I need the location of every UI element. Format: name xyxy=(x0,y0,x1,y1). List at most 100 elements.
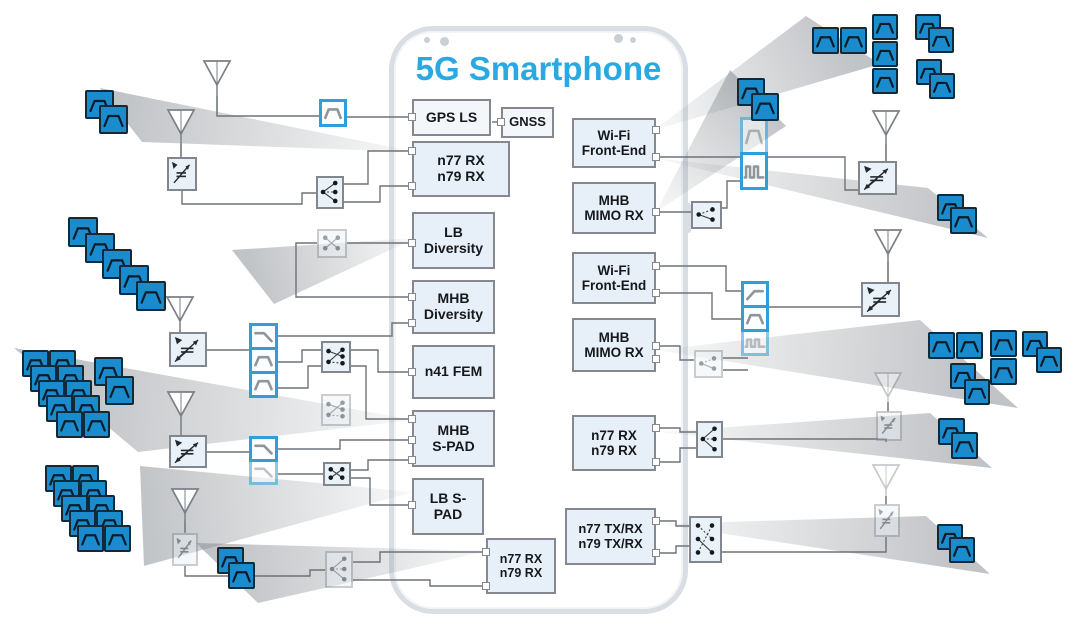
filter-bandpass-icon xyxy=(872,41,898,67)
tuner-glyph xyxy=(174,337,199,363)
wire xyxy=(656,447,696,463)
filter-glyph xyxy=(746,313,764,325)
filter-glyph xyxy=(960,341,979,353)
filter-glyph xyxy=(254,444,273,455)
filter-framed-bandpass-icon xyxy=(319,99,347,127)
block-lb-s-pad: LB S- PAD xyxy=(412,478,484,535)
antenna-tuner-icon xyxy=(874,504,900,537)
wire xyxy=(656,520,689,527)
switch-glyph xyxy=(695,523,715,555)
block-mhb-mimo-rx-2: MHB MIMO RX xyxy=(572,318,656,372)
filter-bandpass-icon xyxy=(136,281,166,311)
port-n77-n79-rx-bottom xyxy=(481,581,490,590)
wire xyxy=(184,566,325,577)
filter-bandpass-icon xyxy=(1036,347,1062,373)
port-gnss xyxy=(496,117,505,126)
rf-switch-matrix-icon xyxy=(321,394,351,426)
tuner-glyph xyxy=(172,161,191,184)
filter-bandpass-icon xyxy=(990,358,1017,385)
port-n77-n79-txrx xyxy=(651,516,660,525)
filter-glyph xyxy=(73,519,92,531)
filter-glyph xyxy=(100,519,119,531)
beam-highlight xyxy=(140,466,413,566)
filter-glyph xyxy=(108,534,127,546)
wire xyxy=(278,439,412,450)
antenna-tuner-icon xyxy=(858,161,897,195)
beam-highlight xyxy=(660,516,990,574)
wire xyxy=(344,185,412,203)
filter-glyph xyxy=(324,108,342,120)
block-n41-fem: n41 FEM xyxy=(412,345,495,399)
wire xyxy=(278,349,321,363)
port-n77-n79-rx-right xyxy=(651,457,660,466)
port-mhb-s-pad xyxy=(407,414,416,423)
wire xyxy=(278,322,412,337)
wire xyxy=(656,427,696,433)
filter-bandpass-icon xyxy=(872,14,898,40)
tuner-glyph xyxy=(878,508,894,530)
wire xyxy=(353,579,486,587)
tuner-glyph xyxy=(176,537,192,559)
filter-glyph xyxy=(743,165,765,179)
block-wifi-front-end-1: Wi-Fi Front-End xyxy=(572,118,656,168)
filter-glyph xyxy=(254,379,273,391)
switch-glyph xyxy=(698,356,717,371)
phone-side-button xyxy=(686,203,691,233)
filter-glyph xyxy=(103,114,124,128)
port-lb-s-pad xyxy=(407,500,416,509)
filter-glyph xyxy=(254,355,273,367)
rf-switch-sp3t-icon xyxy=(316,176,344,209)
beam-highlight xyxy=(196,543,488,603)
switch-glyph xyxy=(326,400,345,419)
filter-framed-bandpass-icon xyxy=(249,371,278,398)
filter-bandpass-icon xyxy=(228,562,255,589)
antenna-icon xyxy=(165,296,195,333)
filter-framed-highpass-icon xyxy=(741,281,769,308)
filter-glyph xyxy=(932,81,952,93)
rf-switch-spdt-icon xyxy=(691,201,722,229)
filter-bandpass-icon xyxy=(1022,331,1048,357)
filter-framed-notch-icon xyxy=(740,152,768,190)
filter-framed-bandpass-icon xyxy=(249,347,278,374)
switch-glyph xyxy=(696,207,715,222)
filter-glyph xyxy=(65,504,84,516)
port-n41-fem xyxy=(407,367,416,376)
filter-glyph xyxy=(931,35,951,47)
filter-glyph xyxy=(755,102,775,115)
block-mhb-mimo-rx-1: MHB MIMO RX xyxy=(572,182,656,234)
filter-bandpass-icon xyxy=(956,332,983,359)
phone-camera-dot xyxy=(424,37,430,43)
filter-glyph xyxy=(745,129,763,145)
port-wifi-front-end-1 xyxy=(651,152,660,161)
filter-glyph xyxy=(140,291,162,304)
filter-glyph xyxy=(232,571,251,583)
tuner-glyph xyxy=(880,415,896,434)
antenna-icon xyxy=(166,391,196,436)
filter-framed-bandpass-icon xyxy=(741,305,769,332)
port-wifi-front-end-2 xyxy=(651,288,660,297)
switch-glyph xyxy=(328,467,345,480)
wire xyxy=(295,242,412,298)
filter-glyph xyxy=(50,404,69,416)
filter-glyph xyxy=(57,489,76,501)
rf-switch-dpdt-x-icon xyxy=(323,462,351,486)
filter-glyph xyxy=(744,338,766,348)
filter-glyph xyxy=(254,467,273,478)
filter-glyph xyxy=(26,359,45,371)
block-n77-n79-rx-right: n77 RX n79 RX xyxy=(572,415,656,471)
filter-bandpass-icon xyxy=(105,376,134,405)
filter-glyph xyxy=(34,374,53,386)
port-mhb-diversity xyxy=(407,292,416,301)
wire xyxy=(351,459,412,471)
wire xyxy=(278,365,321,389)
filter-glyph xyxy=(49,474,68,486)
filter-glyph xyxy=(1025,339,1045,351)
port-n77-n79-rx-right xyxy=(651,423,660,432)
filter-glyph xyxy=(875,76,895,88)
beam-highlight xyxy=(654,158,988,238)
filter-bandpass-icon xyxy=(990,330,1017,357)
antenna-tuner-icon xyxy=(861,282,900,317)
antenna-icon xyxy=(871,464,901,505)
filter-bandpass-icon xyxy=(751,93,779,121)
antenna-tuner-icon xyxy=(169,332,207,367)
